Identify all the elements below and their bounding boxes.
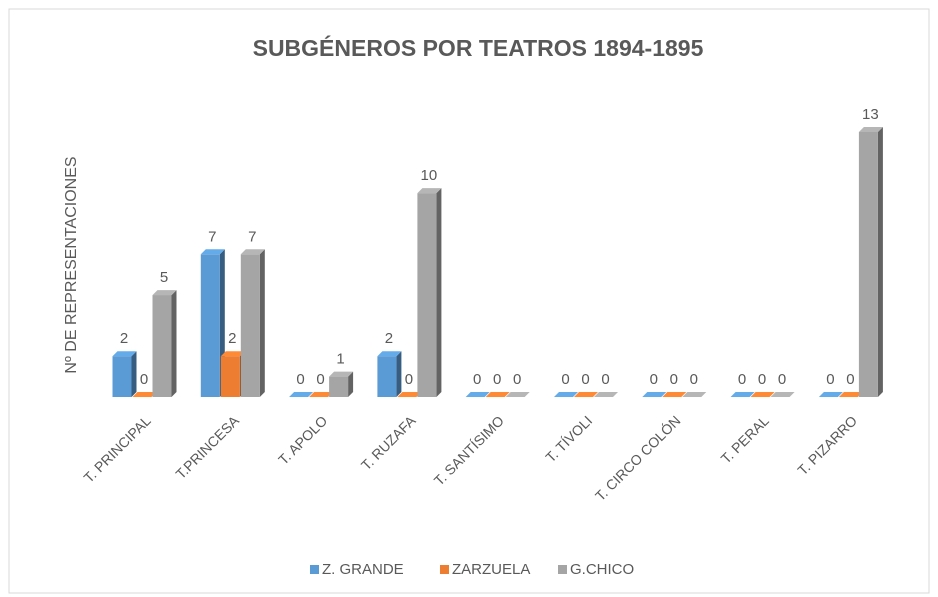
bar-side <box>877 127 883 397</box>
data-label: 5 <box>160 269 168 286</box>
data-label: 0 <box>561 371 569 388</box>
bar-top <box>200 249 225 255</box>
data-label: 0 <box>296 371 304 388</box>
y-axis-label: Nº DE REPRESENTACIONES <box>63 156 80 373</box>
bar-side <box>259 249 265 397</box>
legend-swatch <box>310 565 319 574</box>
data-label: 0 <box>778 371 786 388</box>
bar-top <box>858 127 883 132</box>
chart-title: SUBGÉNEROS POR TEATROS 1894-1895 <box>253 34 704 61</box>
data-label: 0 <box>405 371 413 388</box>
bar-top <box>112 351 137 357</box>
data-label: 0 <box>738 371 746 388</box>
bar-top <box>377 351 402 357</box>
data-label: 7 <box>208 228 216 245</box>
bar <box>220 356 240 397</box>
bar <box>417 193 437 397</box>
bar-top <box>750 392 775 397</box>
bar-top <box>642 392 667 397</box>
legend-swatch <box>558 565 567 574</box>
bar-top <box>397 392 422 397</box>
legend-swatch <box>440 565 449 574</box>
bar-side <box>436 188 442 397</box>
data-label: 0 <box>826 371 834 388</box>
bar-top <box>682 392 707 397</box>
legend-label: ZARZUELA <box>452 561 530 578</box>
bar-top <box>594 392 618 397</box>
bar-top <box>662 392 687 397</box>
bar-top <box>220 351 245 357</box>
data-label: 0 <box>581 371 589 388</box>
bar-side <box>171 290 177 397</box>
bar-top <box>289 392 314 397</box>
bar-top <box>417 188 442 194</box>
bar <box>858 132 878 397</box>
bar-top <box>770 392 795 397</box>
data-label: 0 <box>513 371 521 388</box>
bar-top <box>465 392 490 397</box>
bar-top <box>574 392 598 397</box>
data-label: 0 <box>473 371 481 388</box>
data-label: 0 <box>493 371 501 388</box>
bar-top <box>309 392 334 397</box>
data-label: 0 <box>846 371 854 388</box>
bar <box>329 376 349 397</box>
data-label: 0 <box>670 371 678 388</box>
data-label: 0 <box>140 371 148 388</box>
chart-border <box>8 8 930 594</box>
bar-side <box>396 351 402 397</box>
legend-label: G.CHICO <box>570 561 634 578</box>
data-label: 13 <box>862 106 879 123</box>
bar-side <box>131 351 137 397</box>
bar <box>240 254 260 397</box>
bar-top <box>730 392 755 397</box>
bar <box>377 356 397 397</box>
data-label: 7 <box>248 228 256 245</box>
data-label: 1 <box>336 351 344 368</box>
bar-top <box>152 290 177 296</box>
bar-top <box>818 392 843 397</box>
data-label: 2 <box>228 330 236 347</box>
bar <box>112 356 132 397</box>
legend-label: Z. GRANDE <box>322 561 404 578</box>
data-label: 2 <box>120 330 128 347</box>
data-label: 0 <box>601 371 609 388</box>
data-label: 10 <box>421 167 438 184</box>
bar-top <box>329 371 354 377</box>
data-label: 0 <box>690 371 698 388</box>
data-label: 0 <box>316 371 324 388</box>
bar-side <box>348 371 354 397</box>
bar-top <box>240 249 265 255</box>
data-label: 0 <box>758 371 766 388</box>
bar <box>152 295 172 397</box>
bar <box>200 254 220 397</box>
bar-top <box>505 392 530 397</box>
bar-top <box>485 392 510 397</box>
data-label: 2 <box>385 330 393 347</box>
bar-top <box>554 392 578 397</box>
bar-top <box>132 392 157 397</box>
data-label: 0 <box>650 371 658 388</box>
bar-top <box>838 392 863 397</box>
